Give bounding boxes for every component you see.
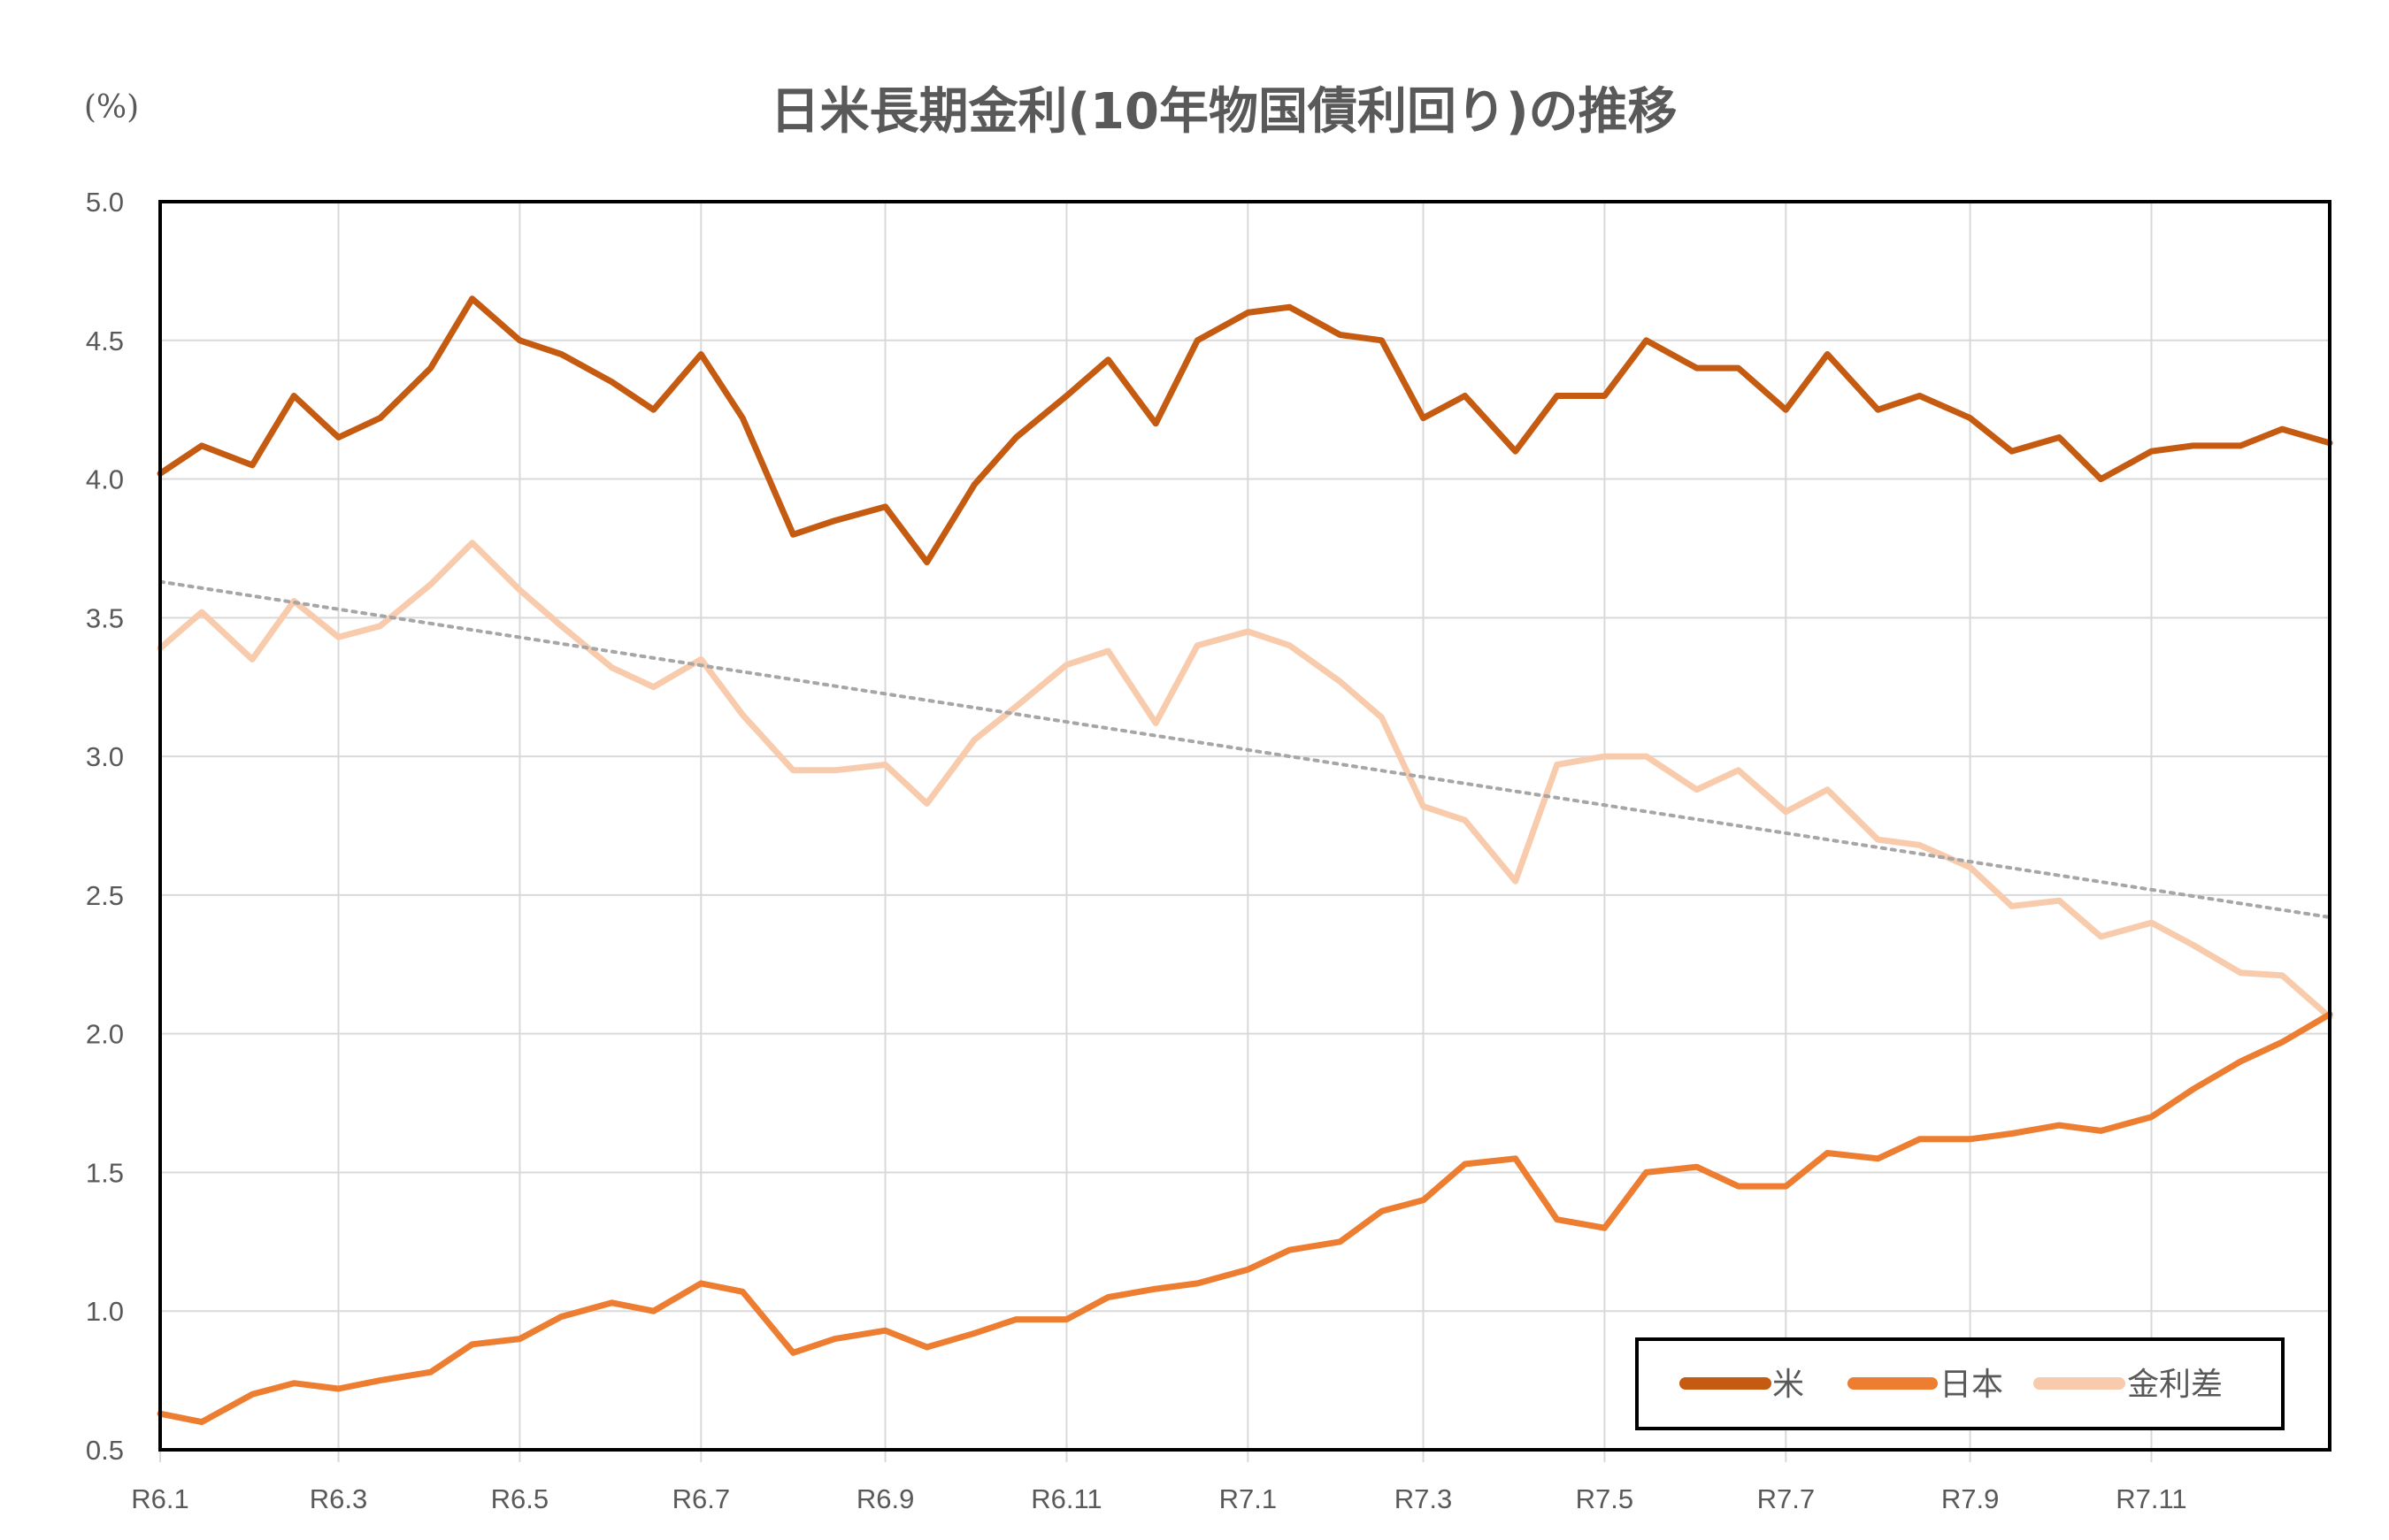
x-tick-label: R7.11 (2116, 1483, 2186, 1514)
y-axis-unit-label: (%) (84, 89, 139, 126)
x-tick-label: R6.11 (1031, 1483, 1102, 1514)
spread-trendline (158, 579, 2331, 919)
y-tick-label: 5.0 (86, 187, 124, 218)
x-axis-ticks: R6.1 R6.3 R6.5 R6.7 R6.9 R6.11 R7.1 R7.3 R7.5 R7.… (131, 1483, 2186, 1514)
y-axis-ticks: 0.5 1.0 1.5 2.0 2.5 3.0 3.5 4.0 4.5 5.0 (86, 187, 124, 1466)
series-lines (157, 295, 2333, 1426)
plot-area-border (158, 200, 2331, 1452)
x-tick-label: R6.9 (857, 1483, 914, 1514)
x-tick-label: R6.1 (131, 1483, 188, 1514)
us-yield-line (157, 295, 2333, 566)
legend-label-us: 米 (1772, 1367, 1804, 1403)
japan-yield-line (157, 1011, 2333, 1426)
x-tick-label: R6.5 (491, 1483, 549, 1514)
x-tick-label: R7.1 (1219, 1483, 1277, 1514)
y-tick-label: 1.5 (86, 1157, 124, 1188)
y-tick-label: 3.0 (86, 741, 124, 772)
x-tick-label: R7.7 (1757, 1483, 1815, 1514)
y-tick-label: 3.5 (86, 602, 124, 633)
y-tick-label: 2.0 (86, 1019, 124, 1050)
x-tick-label: R6.3 (310, 1483, 367, 1514)
y-tick-label: 4.5 (86, 326, 124, 356)
y-tick-label: 2.5 (86, 880, 124, 911)
y-tick-label: 0.5 (86, 1435, 124, 1466)
legend: 米 日本 金利差 (1635, 1337, 2285, 1430)
x-tick-label: R6.7 (672, 1483, 730, 1514)
legend-label-japan: 日本 (1940, 1367, 2003, 1403)
y-tick-label: 4.0 (86, 464, 124, 495)
y-tick-label: 1.0 (86, 1296, 124, 1327)
x-tick-label: R7.3 (1394, 1483, 1452, 1514)
chart-title: 日米長期金利(10年物国債利回り)の推移 (770, 83, 1677, 141)
x-tick-label: R7.9 (1941, 1483, 1999, 1514)
spread-line (157, 540, 2333, 1021)
legend-label-spread: 金利差 (2127, 1367, 2223, 1403)
x-tick-label: R7.5 (1576, 1483, 1633, 1514)
